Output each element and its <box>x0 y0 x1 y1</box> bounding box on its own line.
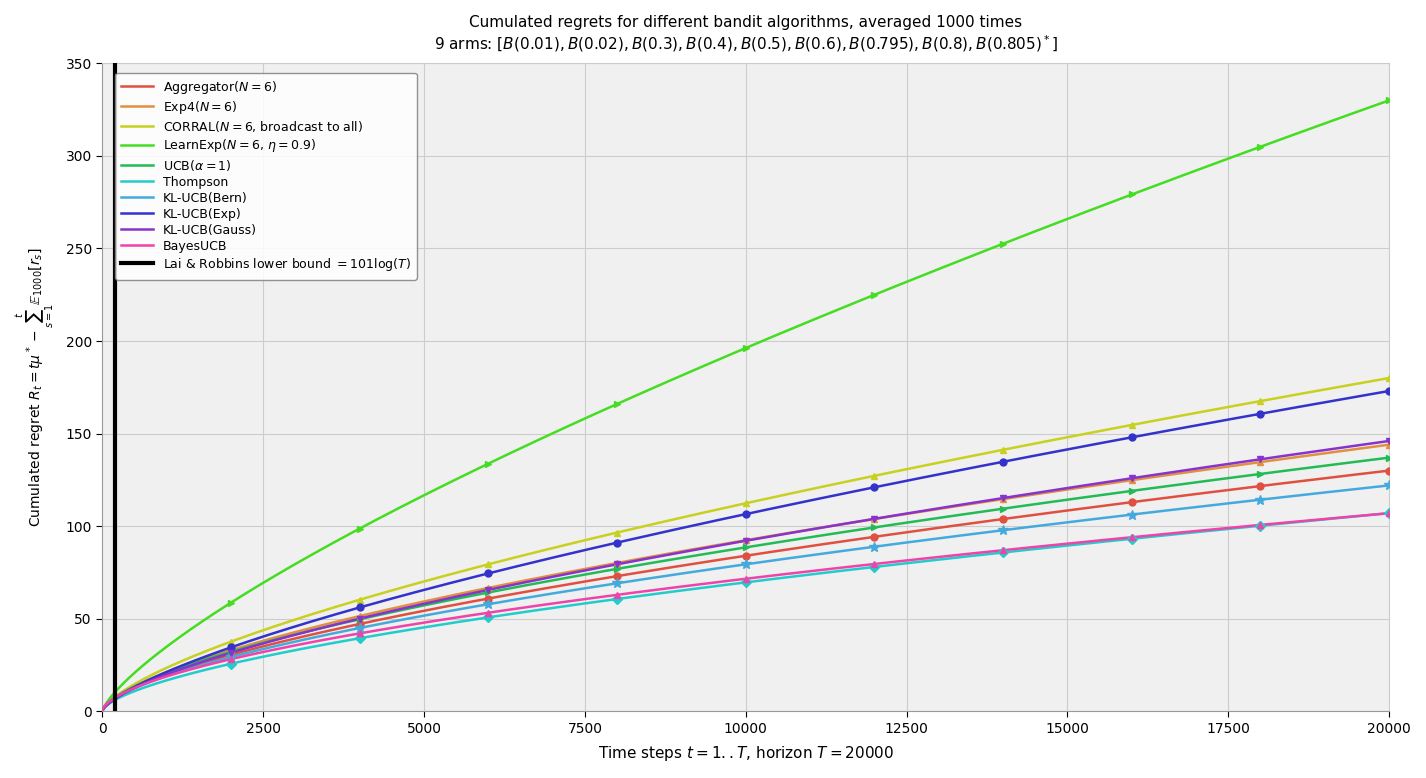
KL-UCB(Bern) <box>643 573 660 583</box>
UCB$(\alpha=1)$ <box>241 642 258 651</box>
KL-UCB(Gauss) <box>94 706 111 716</box>
Thompson <box>588 598 605 607</box>
Line: UCB$(\alpha=1)$: UCB$(\alpha=1)$ <box>103 457 1389 711</box>
BayesUCB <box>317 635 334 644</box>
LearnExp$(N=6$, $\eta=0.9)$ <box>1380 96 1397 105</box>
Line: KL-UCB(Gauss): KL-UCB(Gauss) <box>103 441 1389 711</box>
Exp4$(N=6)$ <box>588 562 605 572</box>
UCB$(\alpha=1)$ <box>643 559 660 568</box>
Exp4$(N=6)$ <box>1355 443 1372 453</box>
Line: Aggregator$(N=6)$: Aggregator$(N=6)$ <box>103 471 1389 711</box>
KL-UCB(Gauss) <box>1380 436 1397 446</box>
Line: LearnExp$(N=6$, $\eta=0.9)$: LearnExp$(N=6$, $\eta=0.9)$ <box>103 100 1389 711</box>
KL-UCB(Exp) <box>588 543 605 552</box>
KL-UCB(Exp) <box>1216 415 1233 425</box>
Aggregator$(N=6)$ <box>1380 466 1397 475</box>
CORRAL$(N=6$, broadcast to all$)$ <box>1216 403 1233 412</box>
Aggregator$(N=6)$ <box>241 645 258 654</box>
KL-UCB(Bern) <box>317 630 334 640</box>
CORRAL$(N=6$, broadcast to all$)$ <box>588 533 605 542</box>
BayesUCB <box>1216 524 1233 533</box>
Thompson <box>1380 509 1397 518</box>
BayesUCB <box>94 706 111 715</box>
KL-UCB(Gauss) <box>1355 440 1372 449</box>
BayesUCB <box>643 586 660 595</box>
X-axis label: Time steps $t = 1..T$, horizon $T = 20000$: Time steps $t = 1..T$, horizon $T = 2000… <box>597 744 894 763</box>
LearnExp$(N=6$, $\eta=0.9)$ <box>1355 105 1372 114</box>
KL-UCB(Bern) <box>1355 483 1372 492</box>
Line: KL-UCB(Exp): KL-UCB(Exp) <box>103 391 1389 711</box>
UCB$(\alpha=1)$ <box>317 622 334 632</box>
KL-UCB(Bern) <box>588 582 605 591</box>
Aggregator$(N=6)$ <box>588 575 605 584</box>
Thompson <box>317 640 334 649</box>
Thompson <box>241 655 258 664</box>
Legend: Aggregator$(N=6)$, Exp4$(N=6)$, CORRAL$(N=6$, broadcast to all$)$, LearnExp$(N=6: Aggregator$(N=6)$, Exp4$(N=6)$, CORRAL$(… <box>116 73 416 279</box>
Lai & Robbins lower bound $= 101 \log(T)$ <box>107 705 124 714</box>
Aggregator$(N=6)$ <box>317 627 334 636</box>
LearnExp$(N=6$, $\eta=0.9)$ <box>241 587 258 596</box>
UCB$(\alpha=1)$ <box>1355 456 1372 465</box>
BayesUCB <box>1380 509 1397 518</box>
KL-UCB(Exp) <box>317 612 334 622</box>
Thompson <box>643 590 660 599</box>
Exp4$(N=6)$ <box>643 552 660 561</box>
Line: BayesUCB: BayesUCB <box>103 513 1389 710</box>
Line: Exp4$(N=6)$: Exp4$(N=6)$ <box>103 445 1389 711</box>
Title: Cumulated regrets for different bandit algorithms, averaged 1000 times
9 arms: $: Cumulated regrets for different bandit a… <box>434 15 1058 54</box>
Exp4$(N=6)$ <box>1216 462 1233 471</box>
Aggregator$(N=6)$ <box>1216 485 1233 495</box>
LearnExp$(N=6$, $\eta=0.9)$ <box>643 384 660 394</box>
KL-UCB(Gauss) <box>588 564 605 573</box>
UCB$(\alpha=1)$ <box>1216 474 1233 483</box>
BayesUCB <box>1355 511 1372 520</box>
KL-UCB(Bern) <box>1216 499 1233 508</box>
Aggregator$(N=6)$ <box>643 566 660 575</box>
CORRAL$(N=6$, broadcast to all$)$ <box>317 605 334 615</box>
Exp4$(N=6)$ <box>241 640 258 650</box>
UCB$(\alpha=1)$ <box>94 706 111 716</box>
Thompson <box>1216 524 1233 534</box>
Thompson <box>94 706 111 716</box>
UCB$(\alpha=1)$ <box>1380 453 1397 462</box>
KL-UCB(Gauss) <box>317 622 334 632</box>
KL-UCB(Exp) <box>94 706 111 716</box>
BayesUCB <box>588 593 605 602</box>
KL-UCB(Gauss) <box>643 553 660 562</box>
KL-UCB(Bern) <box>94 706 111 716</box>
Exp4$(N=6)$ <box>317 620 334 629</box>
BayesUCB <box>241 650 258 660</box>
LearnExp$(N=6$, $\eta=0.9)$ <box>317 542 334 552</box>
CORRAL$(N=6$, broadcast to all$)$ <box>94 706 111 716</box>
KL-UCB(Exp) <box>1380 387 1397 396</box>
KL-UCB(Bern) <box>1380 481 1397 490</box>
Lai & Robbins lower bound $= 101 \log(T)$ <box>107 706 124 716</box>
Exp4$(N=6)$ <box>1380 440 1397 450</box>
UCB$(\alpha=1)$ <box>588 568 605 577</box>
CORRAL$(N=6$, broadcast to all$)$ <box>643 520 660 529</box>
Thompson <box>1355 511 1372 520</box>
Line: CORRAL$(N=6$, broadcast to all$)$: CORRAL$(N=6$, broadcast to all$)$ <box>103 378 1389 711</box>
CORRAL$(N=6$, broadcast to all$)$ <box>1355 378 1372 387</box>
KL-UCB(Exp) <box>643 530 660 539</box>
Line: Thompson: Thompson <box>103 513 1389 711</box>
CORRAL$(N=6$, broadcast to all$)$ <box>241 630 258 640</box>
LearnExp$(N=6$, $\eta=0.9)$ <box>1216 155 1233 164</box>
Line: KL-UCB(Bern): KL-UCB(Bern) <box>103 485 1389 711</box>
Exp4$(N=6)$ <box>94 706 111 716</box>
CORRAL$(N=6$, broadcast to all$)$ <box>1380 373 1397 383</box>
KL-UCB(Exp) <box>241 636 258 646</box>
LearnExp$(N=6$, $\eta=0.9)$ <box>94 706 111 716</box>
KL-UCB(Bern) <box>241 648 258 657</box>
Y-axis label: Cumulated regret $R_t = t\mu^* - \sum_{s=1}^{t}\mathbb{E}_{1000}[r_s]$: Cumulated regret $R_t = t\mu^* - \sum_{s… <box>16 247 57 527</box>
Aggregator$(N=6)$ <box>94 706 111 716</box>
KL-UCB(Exp) <box>1355 391 1372 400</box>
KL-UCB(Gauss) <box>1216 460 1233 469</box>
KL-UCB(Gauss) <box>241 643 258 652</box>
Aggregator$(N=6)$ <box>1355 469 1372 478</box>
LearnExp$(N=6$, $\eta=0.9)$ <box>588 409 605 419</box>
